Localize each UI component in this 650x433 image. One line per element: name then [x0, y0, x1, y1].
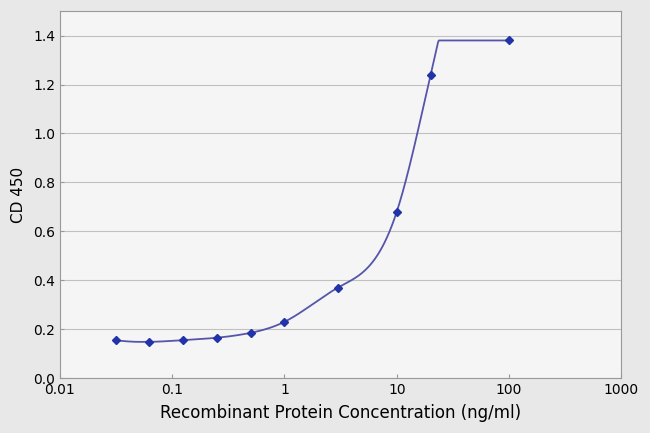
X-axis label: Recombinant Protein Concentration (ng/ml): Recombinant Protein Concentration (ng/ml… — [160, 404, 521, 422]
Y-axis label: CD 450: CD 450 — [11, 167, 26, 223]
